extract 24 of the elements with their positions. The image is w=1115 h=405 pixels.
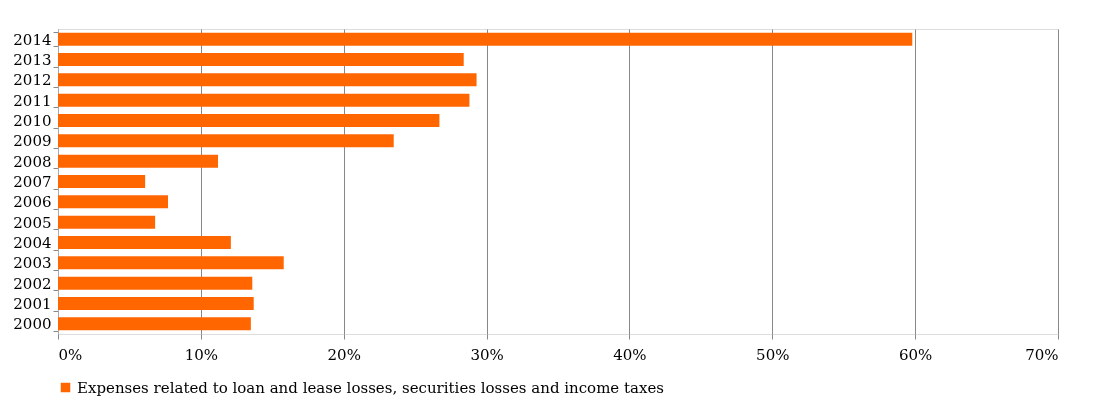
y-tick-label: 2008 [13,152,52,171]
y-tick-label: 2003 [13,254,52,273]
x-tick-label: 40% [613,345,647,364]
y-tick-label: 2006 [13,193,52,212]
legend-label: Expenses related to loan and lease losses, securities losses and income taxes [77,378,665,397]
x-tick-label: 60% [898,345,933,364]
y-tick-label: 2004 [13,234,52,252]
y-tick-label: 2009 [13,132,52,151]
x-tick-label: 20% [327,345,361,364]
x-tick-label: 70% [1025,345,1059,364]
y-tick-label: 2007 [13,173,52,191]
y-tick-label: 2010 [13,112,52,130]
x-tick-label: 50% [756,345,790,364]
y-tick-label: 2011 [13,91,52,110]
y-tick-label: 2014 [13,30,52,49]
x-tick-label: 0% [58,345,83,364]
y-tick-label: 2013 [13,51,52,69]
x-tick-label: 10% [184,345,219,364]
y-tick-label: 2005 [13,213,52,232]
y-tick-label: 2012 [13,71,52,90]
x-tick-label: 30% [470,345,504,364]
y-tick-label: 2002 [13,274,52,293]
y-tick-label: 2000 [13,315,52,334]
y-tick-label: 2001 [13,295,52,313]
